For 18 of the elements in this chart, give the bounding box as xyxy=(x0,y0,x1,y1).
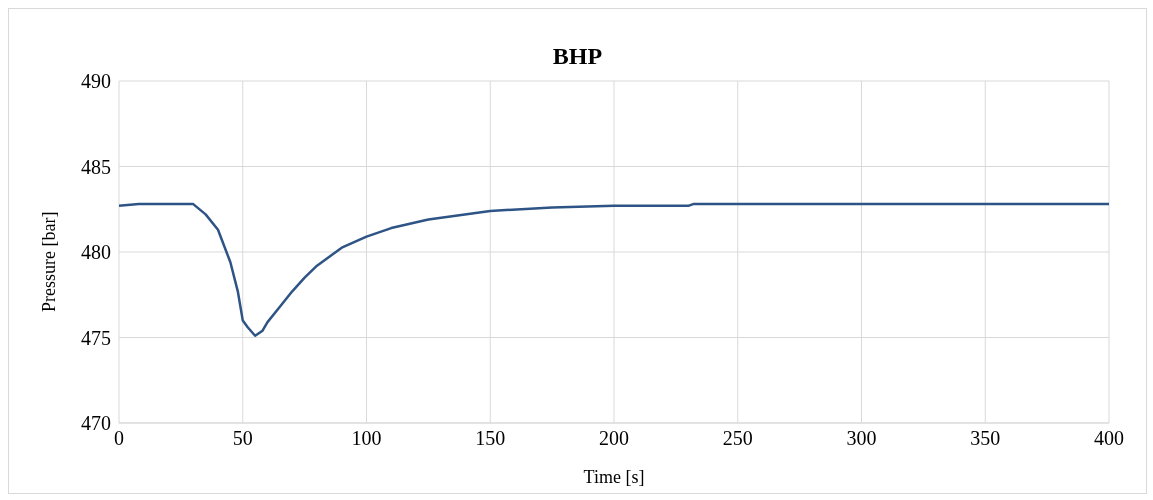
y-tick-label: 485 xyxy=(81,155,111,178)
x-tick-label: 150 xyxy=(475,427,506,450)
y-tick-label: 470 xyxy=(81,412,111,435)
x-tick-label: 250 xyxy=(722,427,753,450)
x-tick-label: 50 xyxy=(232,427,253,450)
x-axis-title: Time [s] xyxy=(583,467,645,487)
chart-title: BHP xyxy=(552,43,603,69)
y-axis-title: Pressure [bar] xyxy=(39,211,60,312)
x-tick-label: 350 xyxy=(970,427,1001,450)
y-tick-label: 480 xyxy=(81,241,111,264)
y-tick-label: 475 xyxy=(81,326,111,349)
line-series xyxy=(119,202,1109,338)
x-tick-label: 200 xyxy=(599,427,629,450)
x-tick-label: 100 xyxy=(351,427,382,450)
y-tick-label: 490 xyxy=(81,70,111,93)
x-tick-label: 0 xyxy=(114,427,124,450)
x-tick-label: 300 xyxy=(846,427,877,450)
x-tick-label: 400 xyxy=(1094,427,1124,450)
